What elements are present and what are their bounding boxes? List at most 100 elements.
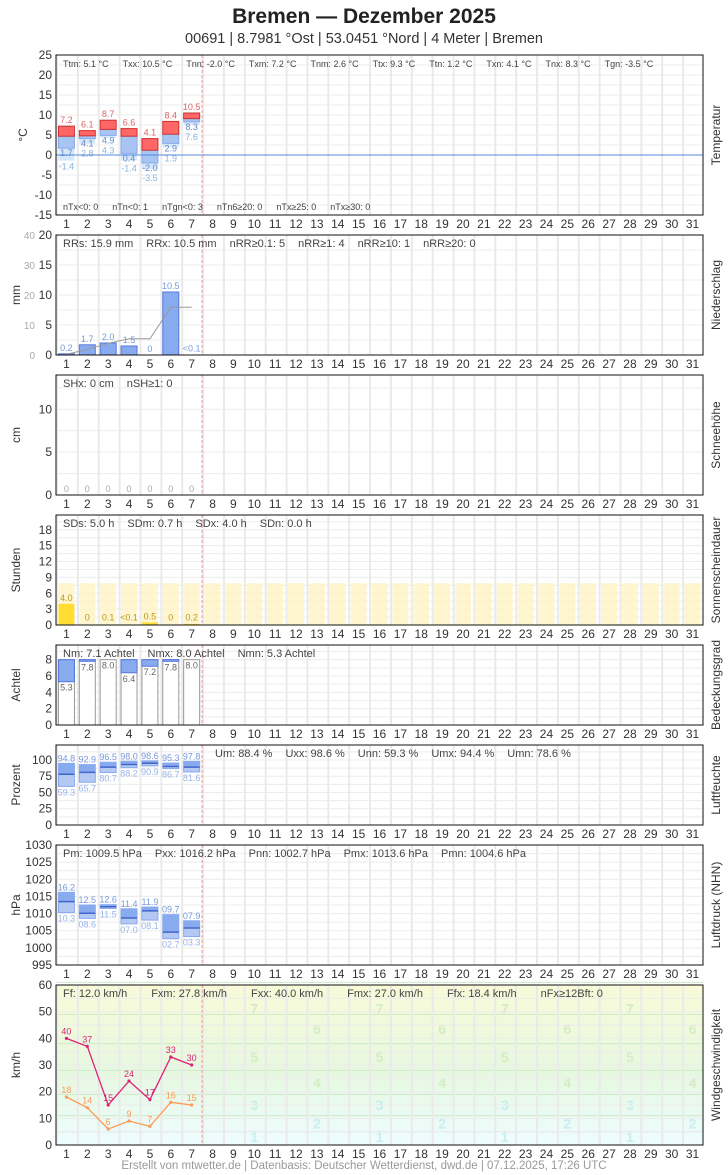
x-tick-label: 12 — [289, 497, 303, 511]
x-tick-label: 21 — [477, 727, 491, 741]
y-tick-label: -10 — [35, 188, 53, 202]
ground-min-bar — [58, 148, 75, 161]
y-tick-label: 10 — [39, 402, 53, 416]
x-tick-label: 29 — [644, 217, 658, 231]
sunshine-label: <0.1 — [120, 612, 138, 622]
upper-range-bar — [162, 763, 179, 767]
cloud-label: 8.0 — [185, 661, 198, 671]
x-tick-label: 22 — [498, 827, 512, 841]
x-tick-label: 2 — [84, 627, 91, 641]
upper-range-bar — [183, 920, 200, 928]
cloud-cover-bar — [57, 659, 75, 683]
x-tick-label: 28 — [623, 967, 637, 981]
x-tick-label: 6 — [167, 217, 174, 231]
x-tick-label: 16 — [373, 627, 387, 641]
x-tick-label: 2 — [84, 727, 91, 741]
x-tick-label: 6 — [167, 827, 174, 841]
x-tick-label: 2 — [84, 967, 91, 981]
possible-sunshine-bar — [621, 583, 638, 625]
x-tick-label: 22 — [498, 497, 512, 511]
mean-wind-label: 7 — [147, 1114, 152, 1124]
max-label: 11.4 — [121, 899, 138, 909]
possible-sunshine-bar — [663, 583, 680, 625]
ground-min-label: -3.5 — [142, 173, 158, 183]
max-label: 09.7 — [162, 905, 180, 915]
upper-range-bar — [100, 904, 117, 907]
min-label: 86.7 — [162, 770, 180, 780]
precip-value-label: 0 — [147, 344, 152, 354]
mean-wind-point — [127, 1119, 131, 1123]
x-tick-label: 7 — [188, 217, 195, 231]
sunshine-bar — [183, 623, 200, 625]
x-tick-label: 23 — [519, 967, 533, 981]
y-axis-label: km/h — [9, 1052, 23, 1078]
y-tick-label: 1000 — [25, 941, 52, 955]
x-tick-label: 10 — [248, 357, 262, 371]
beaufort-number: 2 — [689, 1116, 697, 1132]
x-tick-label: 24 — [540, 827, 554, 841]
x-tick-label: 26 — [582, 217, 596, 231]
x-tick-label: 26 — [582, 497, 596, 511]
y-tick-label: 0 — [45, 348, 52, 362]
ground-min-label: 1.9 — [165, 153, 178, 163]
stats-row: Ff: 12.0 km/h Fxm: 27.8 km/h Fxx: 40.0 km/… — [63, 988, 603, 1000]
x-tick-label: 20 — [456, 217, 470, 231]
max-label: 11.9 — [141, 897, 158, 907]
x-tick-label: 2 — [84, 357, 91, 371]
x-tick-label: 14 — [331, 217, 345, 231]
x-tick-label: 1 — [63, 217, 70, 231]
mean-wind-point — [148, 1124, 152, 1128]
panel-label: Sonnenscheindauer — [709, 517, 723, 624]
stat-item: Um: 88.4 % — [215, 748, 273, 760]
x-tick-label: 30 — [665, 217, 679, 231]
x-tick-label: 21 — [477, 967, 491, 981]
x-tick-label: 15 — [352, 627, 366, 641]
x-tick-label: 6 — [167, 357, 174, 371]
max-label: 95.3 — [162, 753, 180, 763]
upper-range-bar — [183, 761, 200, 768]
x-tick-label: 6 — [167, 497, 174, 511]
x-tick-label: 18 — [415, 497, 429, 511]
x-tick-label: 3 — [105, 217, 112, 231]
x-tick-label: 2 — [84, 1147, 91, 1161]
x-tick-label: 20 — [456, 727, 470, 741]
stat-item: nSH≥1: 0 — [126, 378, 173, 390]
x-tick-label: 17 — [394, 217, 408, 231]
x-tick-label: 22 — [498, 1147, 512, 1161]
x-tick-label: 11 — [269, 1147, 282, 1161]
x-tick-label: 31 — [686, 1147, 700, 1161]
x-tick-label: 8 — [209, 967, 216, 981]
possible-sunshine-bar — [496, 583, 513, 625]
x-tick-label: 23 — [519, 1147, 533, 1161]
x-tick-label: 23 — [519, 497, 533, 511]
sunshine-label: 0 — [85, 612, 90, 622]
precip-value-label: 2.0 — [102, 332, 115, 342]
x-tick-label: 20 — [456, 1147, 470, 1161]
y-tick-label: 75 — [39, 769, 53, 783]
max-temp-bar — [78, 130, 96, 137]
possible-sunshine-bar — [225, 583, 242, 625]
y2-tick-label: 40 — [24, 231, 36, 242]
possible-sunshine-bar — [162, 583, 179, 625]
x-tick-label: 19 — [435, 967, 449, 981]
max-temp-bar — [183, 112, 201, 120]
x-tick-label: 20 — [456, 627, 470, 641]
x-tick-label: 7 — [188, 727, 195, 741]
x-tick-label: 11 — [269, 217, 282, 231]
x-tick-label: 5 — [147, 827, 154, 841]
possible-sunshine-bar — [642, 583, 659, 625]
panel-label: Bedeckungsgrad — [709, 640, 723, 730]
x-tick-label: 25 — [561, 627, 575, 641]
max-label: 97.8 — [183, 751, 201, 761]
x-tick-label: 26 — [582, 827, 596, 841]
possible-sunshine-bar — [559, 583, 576, 625]
y-tick-label: 0 — [45, 148, 52, 162]
gust-point — [127, 1079, 131, 1083]
stats-row: SDs: 5.0 h SDm: 0.7 h SDx: 4.0 h SDn: 0.0 h — [63, 518, 312, 530]
panel-label: Schneehöhe — [709, 401, 723, 469]
possible-sunshine-bar — [371, 583, 388, 625]
stat-item: Ff: 12.0 km/h — [63, 988, 128, 1000]
possible-sunshine-bar — [413, 583, 430, 625]
y-tick-label: 60 — [39, 978, 53, 992]
stat-item: Fxx: 40.0 km/h — [251, 988, 324, 1000]
